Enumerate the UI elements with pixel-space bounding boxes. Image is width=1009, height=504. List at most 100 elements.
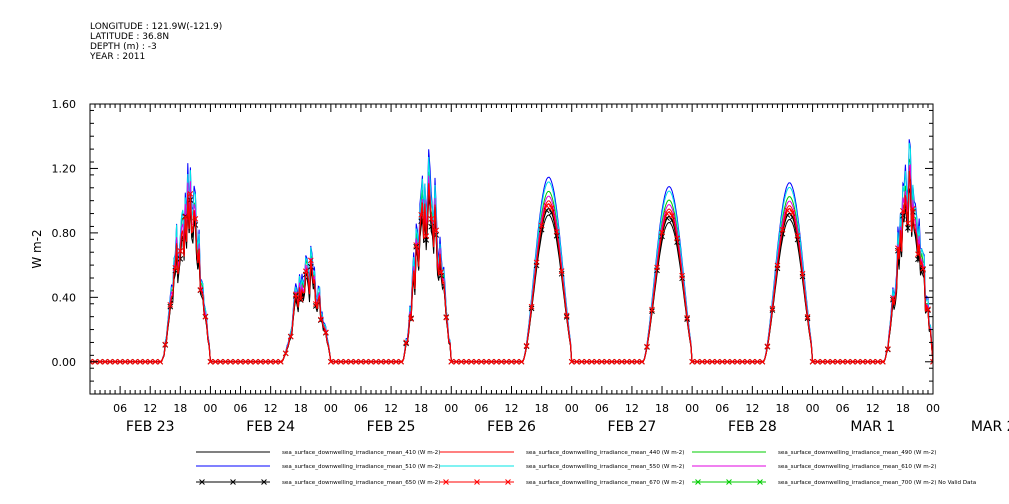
series-marker: [513, 358, 520, 365]
series-marker: [107, 358, 113, 365]
series-marker: [854, 358, 861, 365]
series-marker: [182, 214, 189, 220]
series-marker: [739, 358, 746, 365]
series-marker: [583, 358, 590, 365]
series-marker: [428, 216, 435, 222]
legend-label: sea_surface_downwelling_irradiance_mean_…: [282, 464, 440, 470]
x-day-label: FEB 25: [367, 419, 416, 435]
x-hour-label: 12: [745, 402, 759, 415]
series-marker: [458, 358, 465, 365]
series-marker: [799, 271, 806, 277]
series-marker: [684, 314, 690, 321]
series-marker: [644, 343, 650, 350]
depth-text: DEPTH (m) : -3: [90, 42, 157, 52]
series-marker: [453, 358, 460, 365]
series-marker: [588, 358, 595, 365]
series-marker: [884, 346, 891, 352]
x-hour-label: 00: [203, 402, 217, 415]
y-tick-label: 1.60: [52, 98, 77, 111]
series-marker: [448, 358, 455, 365]
y-tick-label: 1.20: [52, 162, 77, 175]
series-marker: [418, 211, 425, 218]
axes: 0.00 0.40 0.80 1.20 1.60 06 12 18 00 06 12 18 00 06 12…: [52, 98, 1009, 435]
series-marker: [157, 358, 164, 365]
series-marker: [272, 358, 279, 365]
x-hour-label: 00: [444, 402, 458, 415]
series-marker: [548, 205, 555, 211]
series-marker: [603, 358, 610, 365]
series-marker: [905, 225, 911, 231]
series-marker: [192, 215, 199, 222]
series-marker: [609, 358, 615, 365]
series-marker: [383, 358, 389, 365]
series-marker: [127, 358, 133, 365]
series-marker: [634, 358, 640, 365]
series-marker: [468, 358, 475, 365]
x-hour-label: 06: [836, 402, 850, 415]
x-hour-label: 18: [775, 402, 789, 415]
series-marker: [463, 358, 470, 365]
series-line: [90, 164, 933, 363]
legend-label: sea_surface_downwelling_irradiance_mean_…: [778, 480, 976, 486]
series-marker: [247, 358, 254, 365]
y-tick-label: 0.80: [52, 227, 77, 240]
series-marker: [598, 358, 605, 365]
year-text: YEAR : 2011: [90, 52, 146, 62]
series-marker: [699, 358, 706, 365]
series-marker: [523, 342, 530, 349]
series-markers: [90, 191, 933, 365]
series-marker: [905, 220, 911, 227]
y-axis-label: W m-2: [30, 229, 44, 268]
series-marker: [333, 358, 339, 365]
legend-marker: [443, 479, 449, 485]
series-marker: [152, 358, 159, 365]
series-marker: [679, 272, 685, 279]
x-hour-label: 18: [173, 402, 187, 415]
x-hour-label: 06: [234, 402, 248, 415]
series-marker: [508, 358, 515, 365]
legend-label: sea_surface_downwelling_irradiance_mean_…: [526, 480, 684, 486]
series-marker: [558, 268, 565, 274]
x-hour-label: 12: [505, 402, 519, 415]
series-marker: [864, 358, 871, 365]
series-marker: [874, 358, 881, 365]
series-marker: [343, 358, 349, 365]
series-line: [90, 188, 933, 363]
series-marker: [834, 358, 841, 365]
series-marker: [403, 339, 409, 346]
series-marker: [533, 259, 540, 266]
series-marker: [629, 358, 635, 365]
legend-label: sea_surface_downwelling_irradiance_mean_…: [526, 450, 684, 456]
series-marker: [729, 358, 736, 365]
latitude-text: LATITUDE : 36.8N: [90, 32, 170, 42]
series-marker: [819, 358, 826, 365]
series-marker: [518, 358, 525, 365]
series-marker: [789, 209, 796, 216]
legend-label: sea_surface_downwelling_irradiance_mean_…: [526, 464, 684, 470]
series-marker: [147, 358, 154, 365]
x-hour-label: 12: [625, 402, 639, 415]
series-marker: [483, 358, 490, 365]
x-hour-label: 00: [324, 402, 338, 415]
legend-marker: [695, 479, 701, 485]
x-hour-label: 06: [474, 402, 488, 415]
series-line: [90, 158, 933, 363]
series-marker: [704, 358, 711, 365]
plot-frame: [89, 103, 934, 395]
series-marker: [413, 242, 420, 248]
series-marker: [920, 265, 926, 272]
series-marker: [759, 358, 766, 365]
x-hour-label: 00: [806, 402, 820, 415]
series-marker: [719, 358, 726, 365]
series-marker: [769, 305, 776, 312]
legend-marker: [757, 479, 763, 485]
series-marker: [563, 312, 570, 319]
series-marker: [222, 358, 229, 365]
series-marker: [488, 358, 495, 365]
series-marker: [207, 358, 214, 365]
series-marker: [478, 358, 485, 365]
x-hour-label: 12: [264, 402, 278, 415]
series-marker: [804, 314, 811, 320]
series-marker: [282, 350, 289, 357]
